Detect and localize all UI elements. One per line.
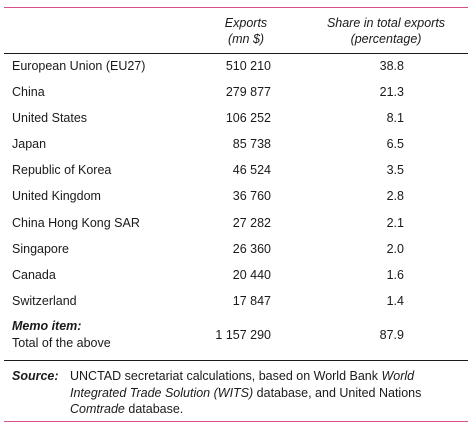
header-rule [4, 53, 468, 54]
table-body: European Union (EU27) 510 210 38.8 China… [4, 53, 468, 314]
country-cell: United States [12, 111, 88, 126]
table-row: Singapore 26 360 2.0 [4, 236, 468, 262]
share-cell: 1.4 [386, 293, 404, 308]
table-row: Japan 85 738 6.5 [4, 131, 468, 157]
exports-cell: 279 877 [225, 85, 271, 100]
share-cell: 2.1 [386, 215, 404, 230]
final-rule [4, 421, 468, 422]
exports-cell: 46 524 [232, 163, 271, 178]
source-text: UNCTAD secretariat calculations, based o… [70, 368, 468, 418]
memo-exports-cell: 1 157 290 [215, 328, 271, 342]
top-rule [4, 7, 468, 8]
header-share-line1: Share in total exports [326, 16, 446, 30]
exports-cell: 106 252 [225, 111, 271, 126]
source-text-italic-wits: Integrated Trade Solution (WITS) [70, 385, 254, 400]
table-row: Switzerland 17 847 1.4 [4, 288, 468, 314]
exports-cell: 26 360 [232, 241, 271, 256]
share-cell: 21.3 [379, 85, 404, 100]
memo-row: Memo item: Total of the above 1 157 290 … [4, 317, 468, 353]
header-share-line2: (percentage) [350, 32, 422, 46]
bottom-rule [4, 360, 468, 361]
share-cell: 38.8 [379, 59, 404, 73]
country-cell: United Kingdom [12, 189, 101, 204]
header-share: Share in total exports (percentage) [304, 15, 468, 47]
country-cell: European Union (EU27) [12, 59, 146, 73]
source-text-part1: UNCTAD secretariat calculations, based o… [70, 369, 382, 383]
memo-subtitle: Total of the above [12, 336, 111, 350]
country-cell: Switzerland [12, 293, 77, 308]
table-row: China Hong Kong SAR 27 282 2.1 [4, 210, 468, 236]
share-cell: 3.5 [386, 163, 404, 178]
country-cell: Republic of Korea [12, 163, 112, 178]
source-text-italic-comtrade: Comtrade [70, 402, 125, 416]
table-row: China 279 877 21.3 [4, 79, 468, 105]
exports-cell: 85 738 [232, 137, 271, 152]
country-cell: Japan [12, 137, 47, 152]
table-row: Republic of Korea 46 524 3.5 [4, 157, 468, 183]
source-label: Source: [12, 369, 59, 383]
table-row: Canada 20 440 1.6 [4, 262, 468, 288]
header-exports: Exports (mn $) [204, 15, 288, 47]
source-text-italic-world: World [381, 369, 415, 383]
share-cell: 2.8 [386, 189, 404, 204]
table-header: Exports (mn $) Share in total exports (p… [4, 15, 468, 49]
table-row: United States 106 252 8.1 [4, 105, 468, 131]
share-cell: 8.1 [386, 111, 404, 126]
country-cell: China Hong Kong SAR [12, 215, 140, 230]
table-row: United Kingdom 36 760 2.8 [4, 183, 468, 209]
exports-cell: 36 760 [232, 189, 271, 204]
source-text-part3: database, and United Nations [253, 385, 422, 400]
header-exports-line1: Exports [224, 16, 268, 30]
exports-cell: 17 847 [232, 293, 271, 308]
share-cell: 1.6 [386, 267, 404, 282]
share-cell: 6.5 [386, 137, 404, 152]
source-text-part5: database. [124, 402, 184, 416]
table-row: European Union (EU27) 510 210 38.8 [4, 53, 468, 79]
share-cell: 2.0 [386, 241, 404, 256]
exports-cell: 510 210 [225, 59, 271, 73]
country-cell: Canada [12, 267, 56, 282]
country-cell: Singapore [12, 241, 69, 256]
header-exports-line2: (mn $) [227, 32, 265, 46]
memo-share-cell: 87.9 [379, 328, 404, 342]
exports-cell: 20 440 [232, 267, 271, 282]
country-cell: China [12, 85, 45, 100]
exports-cell: 27 282 [232, 215, 271, 230]
memo-title: Memo item: [12, 319, 82, 333]
